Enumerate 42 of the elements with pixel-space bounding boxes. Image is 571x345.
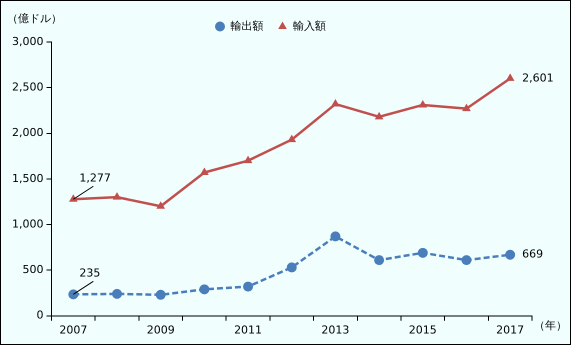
x-tick-label: 2007 — [59, 323, 88, 336]
point — [418, 248, 428, 258]
point — [69, 194, 78, 202]
point — [374, 255, 384, 266]
y-axis-title: （億ドル） — [7, 12, 62, 25]
x-tick-label: 2009 — [146, 323, 175, 336]
point — [374, 112, 384, 120]
x-tick-label: 2011 — [234, 323, 262, 336]
y-tick-label: 2,000 — [12, 126, 44, 140]
data-label: 669 — [522, 248, 544, 261]
point — [331, 99, 340, 107]
y-tick-label: 0 — [36, 308, 44, 322]
point — [330, 231, 340, 242]
y-tick-label: 500 — [22, 263, 44, 276]
point — [199, 284, 210, 294]
point — [506, 73, 514, 81]
data-label: 1,277 — [79, 172, 111, 185]
point — [286, 262, 297, 272]
point — [461, 255, 472, 266]
x-tick-label: 2017 — [496, 323, 524, 336]
point — [462, 104, 471, 112]
data-label: 235 — [79, 266, 100, 280]
point — [68, 289, 78, 300]
x-axis-title: （年） — [534, 319, 567, 332]
legend-label: 輸出額 — [230, 19, 264, 32]
point — [156, 290, 166, 300]
point — [156, 201, 166, 209]
point — [200, 168, 209, 176]
point — [244, 156, 252, 164]
point — [112, 192, 122, 200]
point — [243, 282, 254, 292]
point — [418, 100, 428, 108]
data-label: 2,601 — [522, 71, 554, 84]
y-tick-label: 1,000 — [12, 217, 44, 230]
point — [505, 250, 516, 260]
y-tick-label: 3,000 — [12, 34, 44, 48]
x-tick-label: 2013 — [321, 323, 350, 336]
x-tick-label: 2015 — [408, 323, 437, 336]
legend-label: 輸入額 — [293, 19, 326, 32]
point — [112, 288, 122, 299]
y-tick-label: 1,500 — [12, 172, 44, 185]
y-tick-label: 2,500 — [12, 80, 44, 94]
